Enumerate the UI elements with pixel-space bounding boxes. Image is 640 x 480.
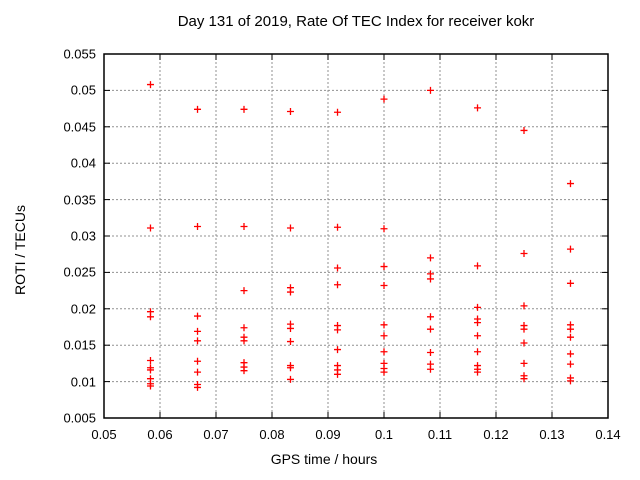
y-tick-label: 0.005: [63, 410, 96, 426]
data-point-marker: [146, 313, 154, 321]
data-point-marker: [520, 249, 528, 257]
data-point-marker: [194, 223, 202, 231]
y-tick-label: 0.03: [70, 228, 96, 244]
data-point-marker: [286, 288, 294, 296]
data-point-marker: [240, 287, 248, 295]
y-axis-label: ROTI / TECUs: [12, 205, 28, 295]
data-point-marker: [146, 382, 154, 390]
data-point-marker: [426, 348, 434, 356]
data-point-marker: [286, 338, 294, 346]
data-point-marker: [426, 325, 434, 333]
data-point-marker: [566, 279, 574, 287]
data-point-marker: [286, 375, 294, 383]
data-point-marker: [474, 348, 482, 356]
data-point-marker: [520, 325, 528, 333]
data-point-marker: [380, 321, 388, 329]
x-axis-label: GPS time / hours: [270, 451, 378, 467]
data-point-marker: [334, 108, 342, 116]
data-point-marker: [240, 324, 248, 332]
data-point-marker: [566, 360, 574, 368]
data-point-marker: [380, 332, 388, 340]
data-point-marker: [474, 262, 482, 270]
data-point-marker: [426, 254, 434, 262]
data-point-marker: [334, 281, 342, 289]
data-point-marker: [240, 367, 248, 375]
plot-border: [103, 53, 609, 419]
data-point-marker: [334, 346, 342, 354]
data-point-marker: [194, 357, 202, 365]
data-point-marker: [194, 383, 202, 391]
y-tick-label: 0.02: [70, 301, 96, 317]
data-point-marker: [566, 180, 574, 188]
data-point-marker: [380, 348, 388, 356]
x-tick-label: 0.1: [374, 427, 394, 442]
data-point-marker: [426, 313, 434, 321]
x-tick-label: 0.14: [595, 427, 621, 442]
data-point-marker: [426, 365, 434, 373]
data-point-marker: [520, 359, 528, 367]
y-tick-label: 0.045: [63, 119, 96, 135]
data-point-marker: [194, 105, 202, 113]
x-tick-label: 0.13: [539, 427, 565, 442]
y-tick-label: 0.035: [63, 192, 96, 208]
data-point-marker: [334, 370, 342, 378]
data-point-marker: [520, 339, 528, 347]
data-point-marker: [566, 350, 574, 358]
data-point-marker: [566, 245, 574, 253]
data-point-marker: [566, 333, 574, 341]
data-point-marker: [334, 264, 342, 272]
y-tick-label: 0.015: [63, 337, 96, 353]
data-point-marker: [146, 224, 154, 232]
data-point-marker: [146, 366, 154, 374]
data-point-marker: [194, 312, 202, 320]
y-tick-label: 0.055: [63, 46, 96, 62]
data-point-marker: [334, 326, 342, 334]
data-point-marker: [146, 81, 154, 89]
data-point-marker: [520, 375, 528, 383]
x-tick-label: 0.08: [259, 427, 285, 442]
data-point-marker: [520, 302, 528, 310]
data-point-marker: [194, 327, 202, 335]
y-tick-label: 0.01: [70, 374, 96, 390]
x-tick-label: 0.07: [203, 427, 229, 442]
x-tick-label: 0.06: [147, 427, 173, 442]
data-point-marker: [240, 105, 248, 113]
x-tick-label: 0.11: [427, 427, 453, 442]
data-point-marker: [380, 95, 388, 103]
data-point-marker: [426, 275, 434, 283]
data-point-marker: [286, 324, 294, 332]
data-point-marker: [380, 282, 388, 290]
data-point-marker: [240, 223, 248, 231]
data-point-marker: [240, 337, 248, 345]
data-point-marker: [286, 224, 294, 232]
data-point-marker: [474, 303, 482, 311]
data-point-marker: [566, 377, 574, 385]
y-tick-label: 0.025: [63, 264, 96, 280]
data-point-marker: [474, 332, 482, 340]
data-point-marker: [380, 368, 388, 376]
data-point-marker: [380, 225, 388, 233]
data-point-marker: [194, 337, 202, 345]
data-point-marker: [566, 325, 574, 333]
data-point-marker: [286, 364, 294, 372]
data-point-marker: [146, 356, 154, 364]
data-point-marker: [474, 319, 482, 327]
data-point-marker: [286, 108, 294, 116]
x-tick-label: 0.05: [91, 427, 117, 442]
chart-title: Day 131 of 2019, Rate Of TEC Index for r…: [177, 13, 535, 30]
data-point-marker: [194, 368, 202, 376]
data-point-marker: [474, 104, 482, 112]
data-point-marker: [426, 86, 434, 94]
data-point-marker: [520, 126, 528, 134]
data-point-marker: [474, 368, 482, 376]
y-tick-label: 0.05: [70, 82, 96, 98]
y-tick-label: 0.04: [70, 155, 96, 171]
data-point-marker: [334, 223, 342, 231]
x-tick-label: 0.09: [315, 427, 341, 442]
x-tick-label: 0.12: [483, 427, 509, 442]
data-point-marker: [380, 263, 388, 271]
